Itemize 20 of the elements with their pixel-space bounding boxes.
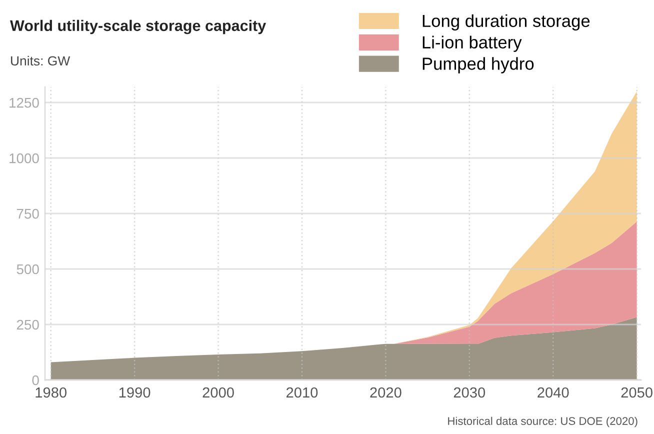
y-tick-label: 750: [16, 208, 39, 219]
x-tick-label: 2040: [538, 387, 569, 398]
chart-subtitle: Units: GW: [11, 56, 70, 66]
y-tick-label: 1000: [10, 153, 39, 164]
x-tick-label: 1990: [119, 387, 150, 398]
x-tick-label: 2010: [286, 387, 318, 398]
y-tick-label: 1250: [10, 98, 39, 108]
chart-title: World utility-scale storage capacity: [10, 20, 266, 34]
x-tick-label: 2020: [370, 387, 402, 398]
x-tick-label: 1980: [36, 387, 67, 398]
x-tick-label: 2000: [202, 387, 234, 398]
y-tick-label: 500: [16, 264, 39, 274]
y-tick-label: 0: [32, 375, 39, 386]
legend-label: Pumped hydro: [422, 57, 534, 74]
legend-label: Li-ion battery: [422, 36, 522, 52]
text: Historical data source: US DOE (2020): [448, 416, 638, 428]
legend-label: Long duration storage: [422, 14, 590, 31]
y-tick-label: 250: [16, 320, 39, 330]
x-tick-label: 2030: [454, 387, 486, 398]
x-tick-label: 2050: [621, 387, 652, 398]
